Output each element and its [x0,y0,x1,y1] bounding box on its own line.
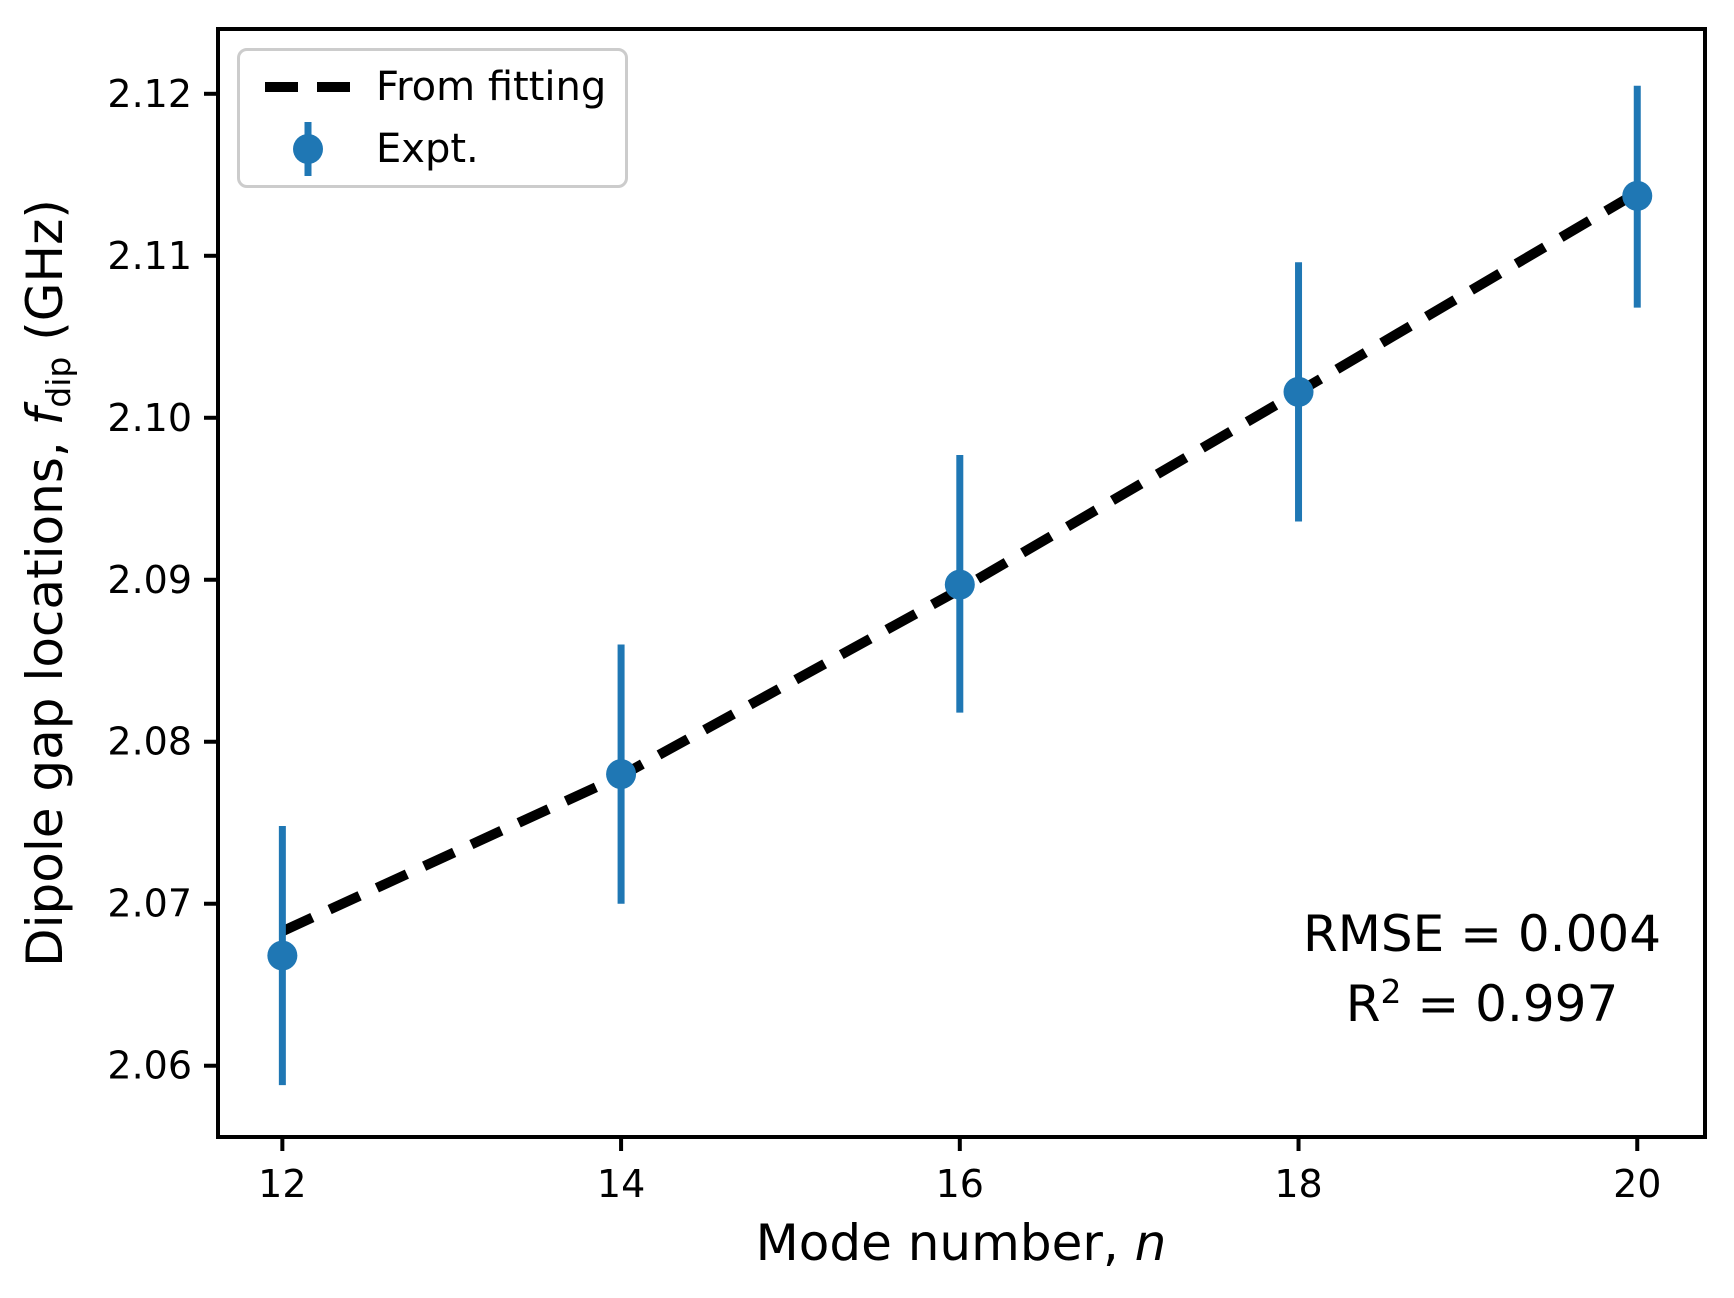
y-tick-label: 2.06 [107,1044,192,1088]
x-tick-label: 20 [1613,1162,1661,1206]
x-axis-label-text: Mode number, [755,1214,1135,1272]
legend-label-expt: Expt. [376,126,479,172]
x-tick-label: 12 [258,1162,306,1206]
y-axis-variable-subscript: dip [39,356,79,408]
y-axis-label: Dipole gap locations, fdip (GHz) [16,199,78,967]
y-axis-unit: (GHz) [15,199,74,357]
x-tick-label: 18 [1274,1162,1322,1206]
rmse-text: RMSE = 0.004 [1302,905,1662,963]
fit-statistics: RMSE = 0.004 R2 = 0.997 [1303,905,1661,1033]
y-tick-label: 2.11 [107,234,192,278]
x-tick-label: 14 [597,1162,645,1206]
legend-item-fit: From fitting [240,56,625,118]
y-tick-label: 2.09 [107,558,192,602]
y-axis-label-text: Dipole gap locations, [15,425,74,967]
legend: From fitting Expt. [237,48,628,188]
y-tick-label: 2.10 [107,396,192,440]
x-axis-label: Mode number, n [756,1214,1167,1272]
y-axis-variable: f [15,407,74,426]
x-axis-variable: n [1134,1214,1167,1272]
legend-label-fit: From fitting [376,64,607,110]
errorbar-marker-icon [240,118,376,180]
data-point-marker [1622,180,1653,211]
data-point-marker [606,759,637,790]
r-squared-text: R2 = 0.997 [1345,972,1619,1034]
data-point-marker [1283,376,1314,407]
data-point-marker [944,569,975,600]
x-tick-label: 16 [936,1162,984,1206]
dashed-line-icon [240,81,376,93]
y-tick-label: 2.12 [107,72,192,116]
y-tick-label: 2.07 [107,882,192,926]
y-tick-label: 2.08 [107,720,192,764]
legend-item-expt: Expt. [240,118,625,180]
data-point-marker [267,940,298,971]
